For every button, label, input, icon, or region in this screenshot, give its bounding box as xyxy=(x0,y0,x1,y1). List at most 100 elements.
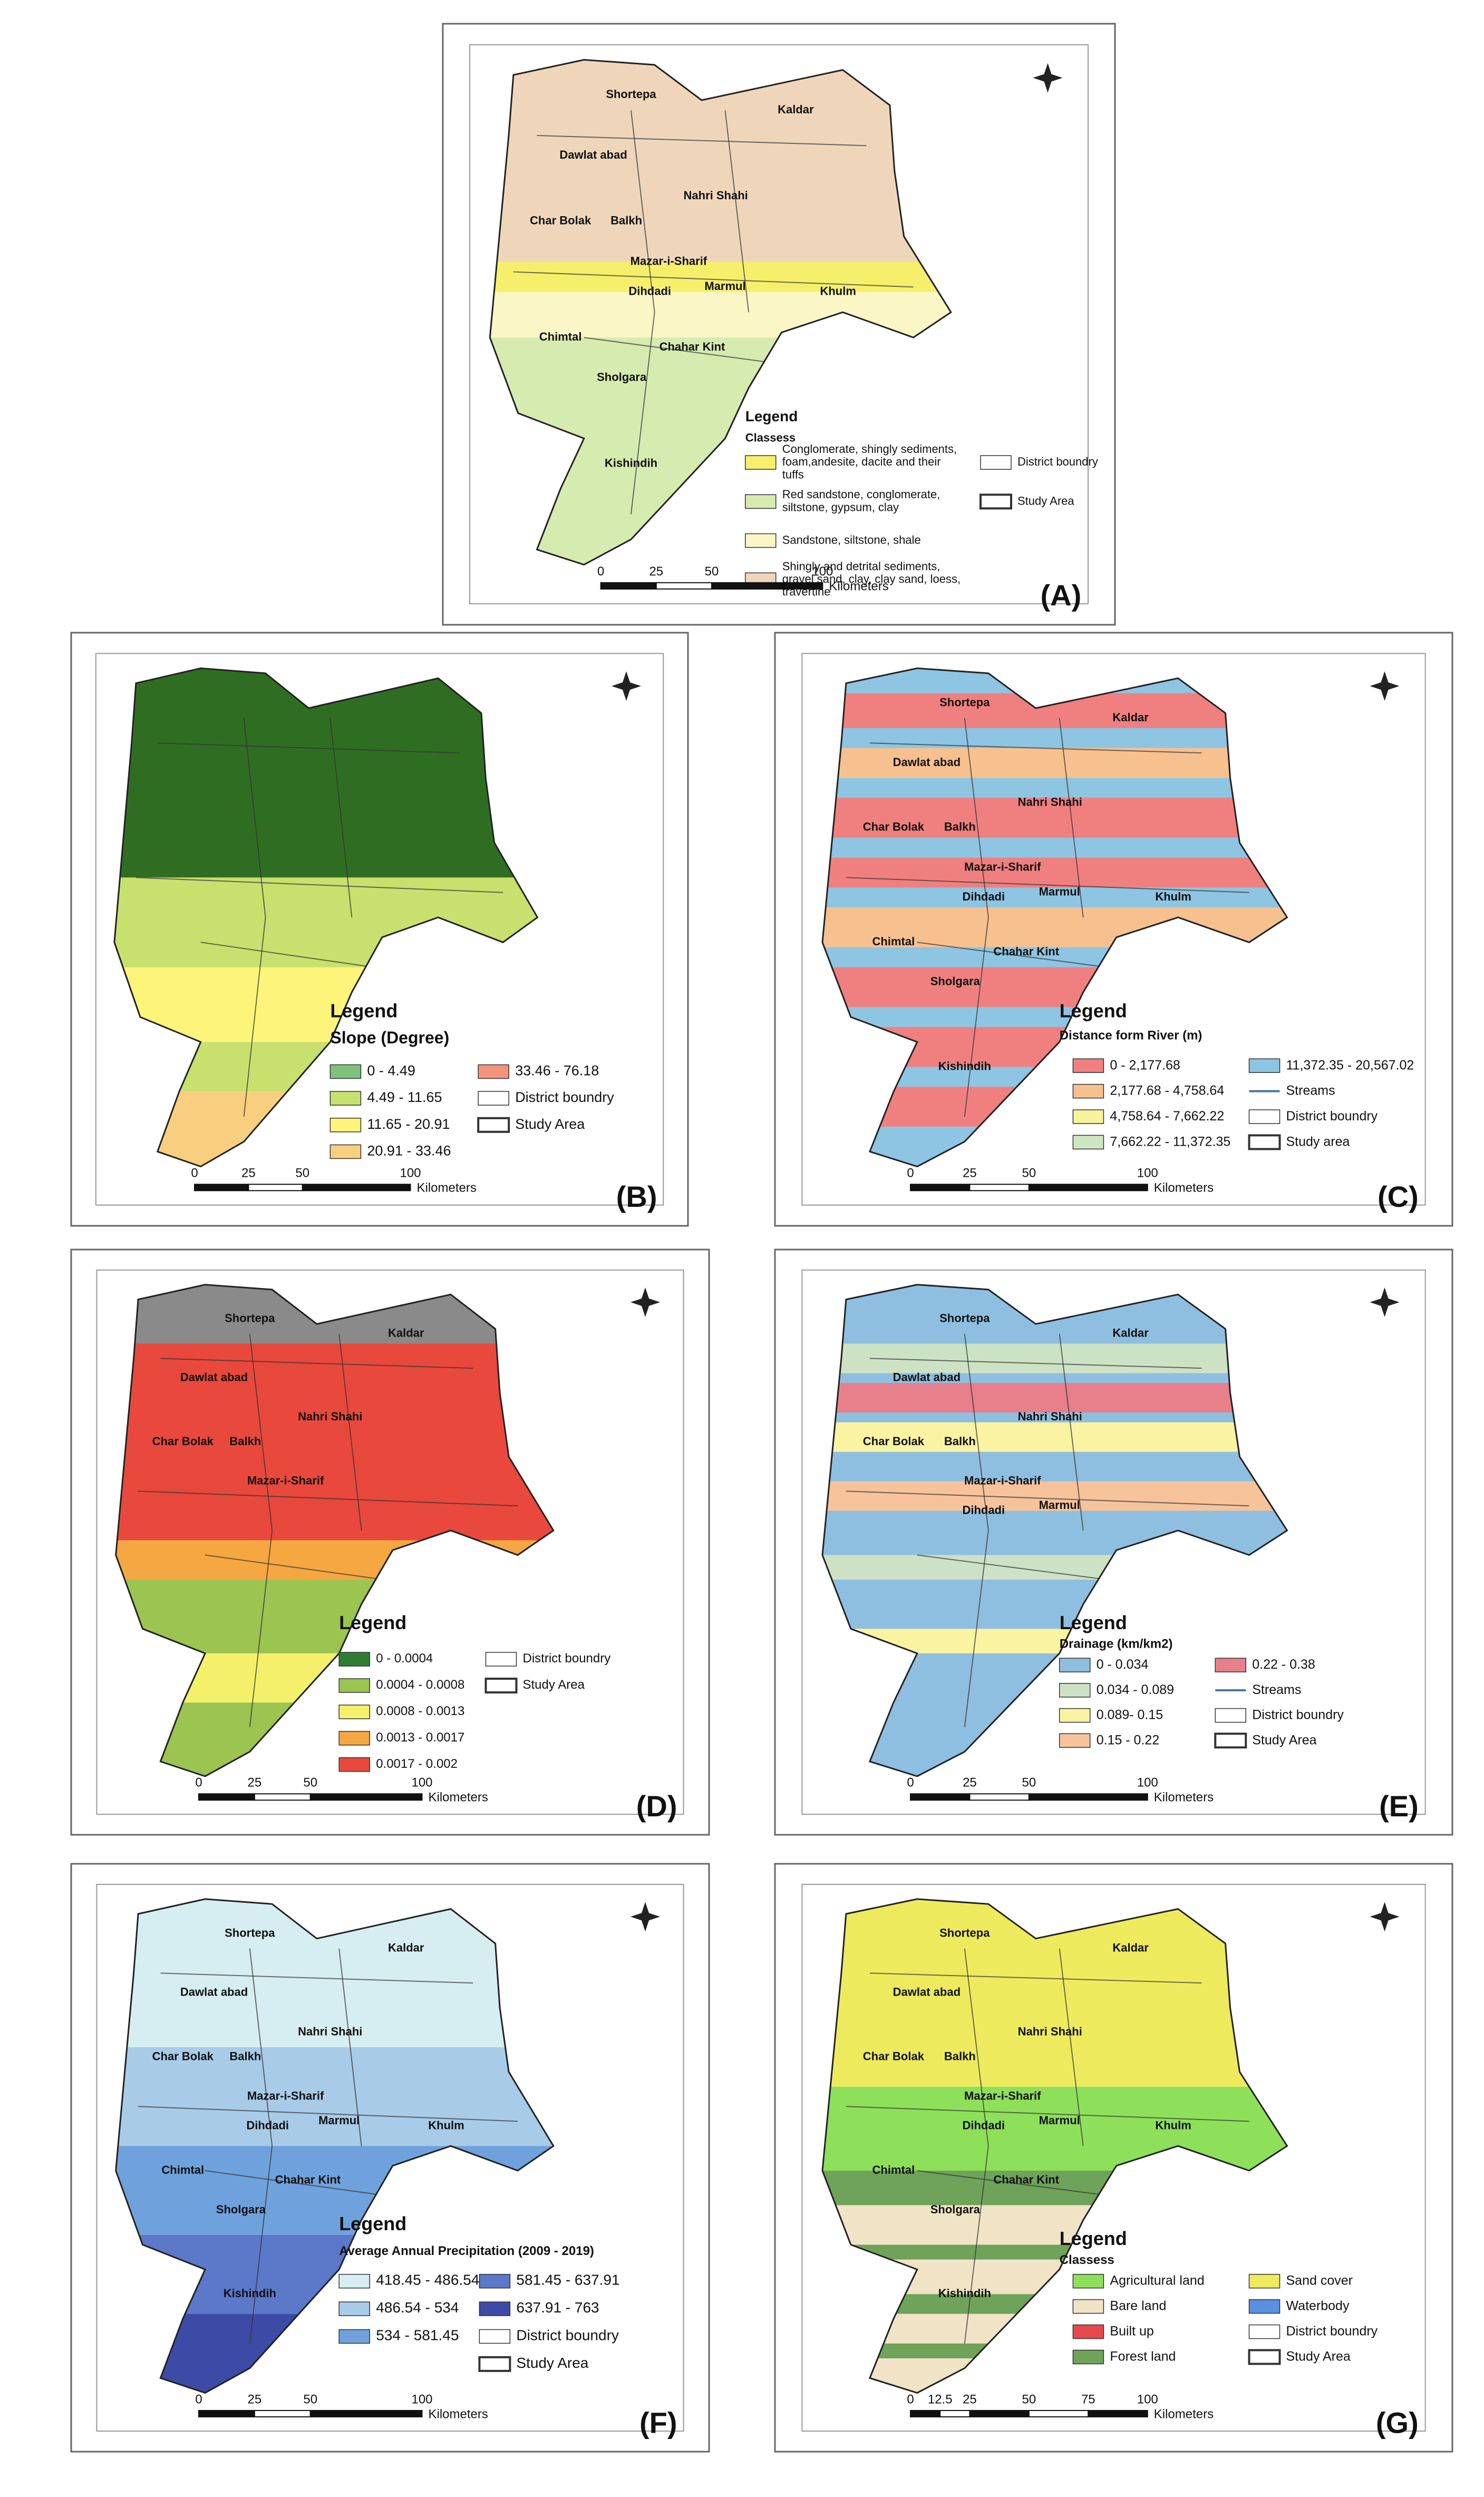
district-boundary xyxy=(846,877,1249,893)
legend-swatch xyxy=(479,2301,511,2316)
district-label: Sholgara xyxy=(216,2203,266,2216)
scale-segment xyxy=(1028,2409,1089,2417)
district-boundary xyxy=(846,1491,1249,1507)
legend-label: 0.0017 - 0.002 xyxy=(376,1757,458,1771)
district-boundary xyxy=(243,718,266,918)
legend-title: Legend xyxy=(339,1612,406,1633)
district-label: Chimtal xyxy=(161,2163,204,2176)
legend-swatch xyxy=(1248,2273,1281,2289)
scale-label: 0 xyxy=(907,1776,914,1790)
legend-swatch xyxy=(485,1652,517,1667)
district-label: Dawlat abad xyxy=(559,148,627,161)
scale-unit: Kilometers xyxy=(429,1791,488,1805)
district-label: Balkh xyxy=(229,1435,261,1448)
scale-segment xyxy=(194,1184,249,1192)
map-panel: Shortepa Kaldar Dawlat abad Nahri Shahi Char… xyxy=(774,1863,1453,2453)
legend-label: Built up xyxy=(1110,2324,1153,2338)
scale-label: 25 xyxy=(963,2392,977,2406)
district-boundary xyxy=(338,1333,362,1531)
study-area-outline xyxy=(115,1898,555,2394)
legend-label: Red sandstone, conglomerate, siltstone, g… xyxy=(782,488,940,514)
scale-label: 100 xyxy=(1137,1776,1158,1790)
district-label: Shortepa xyxy=(606,88,656,101)
legend-label: 20.91 - 33.46 xyxy=(367,1143,451,1159)
legend-swatch xyxy=(479,2329,511,2344)
scale-label: 50 xyxy=(1022,2392,1036,2406)
district-label: Dihdadi xyxy=(962,890,1005,903)
district-boundary xyxy=(138,1491,518,1507)
district-label: Balkh xyxy=(229,2049,261,2063)
district-boundary xyxy=(964,1530,989,1727)
legend-swatch xyxy=(980,455,1012,470)
district-boundary xyxy=(338,1948,362,2146)
district-label: Chahar Kint xyxy=(275,2173,341,2186)
legend-label: Study Area xyxy=(515,1116,585,1132)
legend-swatch xyxy=(745,533,777,548)
scale-label: 0 xyxy=(907,1166,914,1180)
district-label: Mazar-i-Sharif xyxy=(964,2089,1041,2102)
legend-label: 637.91 - 763 xyxy=(516,2299,599,2316)
scale-unit: Kilometers xyxy=(1154,1791,1214,1805)
scale-unit: Kilometers xyxy=(417,1181,477,1195)
scale-label: 50 xyxy=(303,1776,317,1790)
legend-swatch xyxy=(1248,1109,1281,1124)
district-boundary xyxy=(249,2146,273,2344)
scale-segment xyxy=(969,1793,1030,1801)
district-label: Char Bolak xyxy=(863,1435,925,1448)
district-boundary xyxy=(917,2170,1107,2196)
legend-label: Sand cover xyxy=(1286,2273,1353,2288)
legend-label: Shingly and detrital sediments, gravel sa… xyxy=(782,559,961,598)
legend-swatch xyxy=(1072,1109,1104,1124)
panel-label: (E) xyxy=(1379,1789,1419,1823)
map-panel: Shortepa Kaldar Dawlat abad Nahri Shahi Char… xyxy=(774,1248,1453,1836)
legend-label: District boundry xyxy=(1286,2324,1378,2338)
neatline xyxy=(801,1269,1426,1815)
legend-title: Legend xyxy=(330,1000,397,1022)
district-label: Dawlat abad xyxy=(180,1371,248,1384)
district-boundary xyxy=(917,942,1107,968)
legend-swatch xyxy=(479,2273,511,2289)
map-zone xyxy=(822,748,1287,778)
legend-label: District boundry xyxy=(1252,1707,1344,1722)
legend-label: 7,662.22 - 11,372.35 xyxy=(1110,1134,1230,1149)
legend-label: 33.46 - 76.18 xyxy=(515,1063,599,1079)
district-label: Dihdadi xyxy=(962,1503,1005,1516)
scale-label: 0 xyxy=(191,1166,198,1180)
legend-label: Streams xyxy=(1286,1083,1335,1098)
map-zone xyxy=(115,2047,554,2146)
district-label: Shortepa xyxy=(225,1312,275,1325)
legend-title: Legend xyxy=(1060,1000,1127,1022)
scale-label: 25 xyxy=(963,1166,977,1180)
legend-label: Study Area xyxy=(516,2355,588,2371)
study-area-outline xyxy=(489,59,952,566)
district-label: Nahri Shahi xyxy=(1018,2025,1082,2038)
legend-swatch xyxy=(338,1652,370,1667)
district-label: Char Bolak xyxy=(863,2049,925,2063)
scale-segment xyxy=(254,2409,311,2417)
legend-label: Sandstone, siltstone, shale xyxy=(782,533,921,546)
district-label: Marmul xyxy=(704,279,745,293)
district-label: Balkh xyxy=(944,820,976,834)
scale-segment xyxy=(969,1184,1030,1192)
legend-subtitle: Classess xyxy=(1060,2253,1114,2267)
district-label: Shortepa xyxy=(939,1312,990,1325)
district-boundary xyxy=(869,1358,1202,1369)
north-arrow xyxy=(1370,1287,1400,1317)
legend-label: Study Area xyxy=(1286,2349,1351,2364)
district-boundary xyxy=(1059,1333,1084,1531)
legend-swatch xyxy=(1072,1058,1104,1073)
district-label: Sholgara xyxy=(597,371,647,384)
legend-label: Waterbody xyxy=(1286,2298,1350,2313)
scale-unit: Kilometers xyxy=(1154,1181,1214,1195)
district-label: Kaldar xyxy=(1112,1941,1149,1954)
scale-label: 0 xyxy=(907,2392,914,2406)
district-label: Kaldar xyxy=(388,1327,424,1340)
district-label: Nahri Shahi xyxy=(684,189,748,202)
district-label: Dihdadi xyxy=(246,2119,289,2132)
district-label: Sholgara xyxy=(930,2203,981,2216)
legend-swatch xyxy=(1059,1658,1091,1672)
legend-swatch xyxy=(1072,1083,1104,1099)
scale-label: 100 xyxy=(400,1166,421,1180)
